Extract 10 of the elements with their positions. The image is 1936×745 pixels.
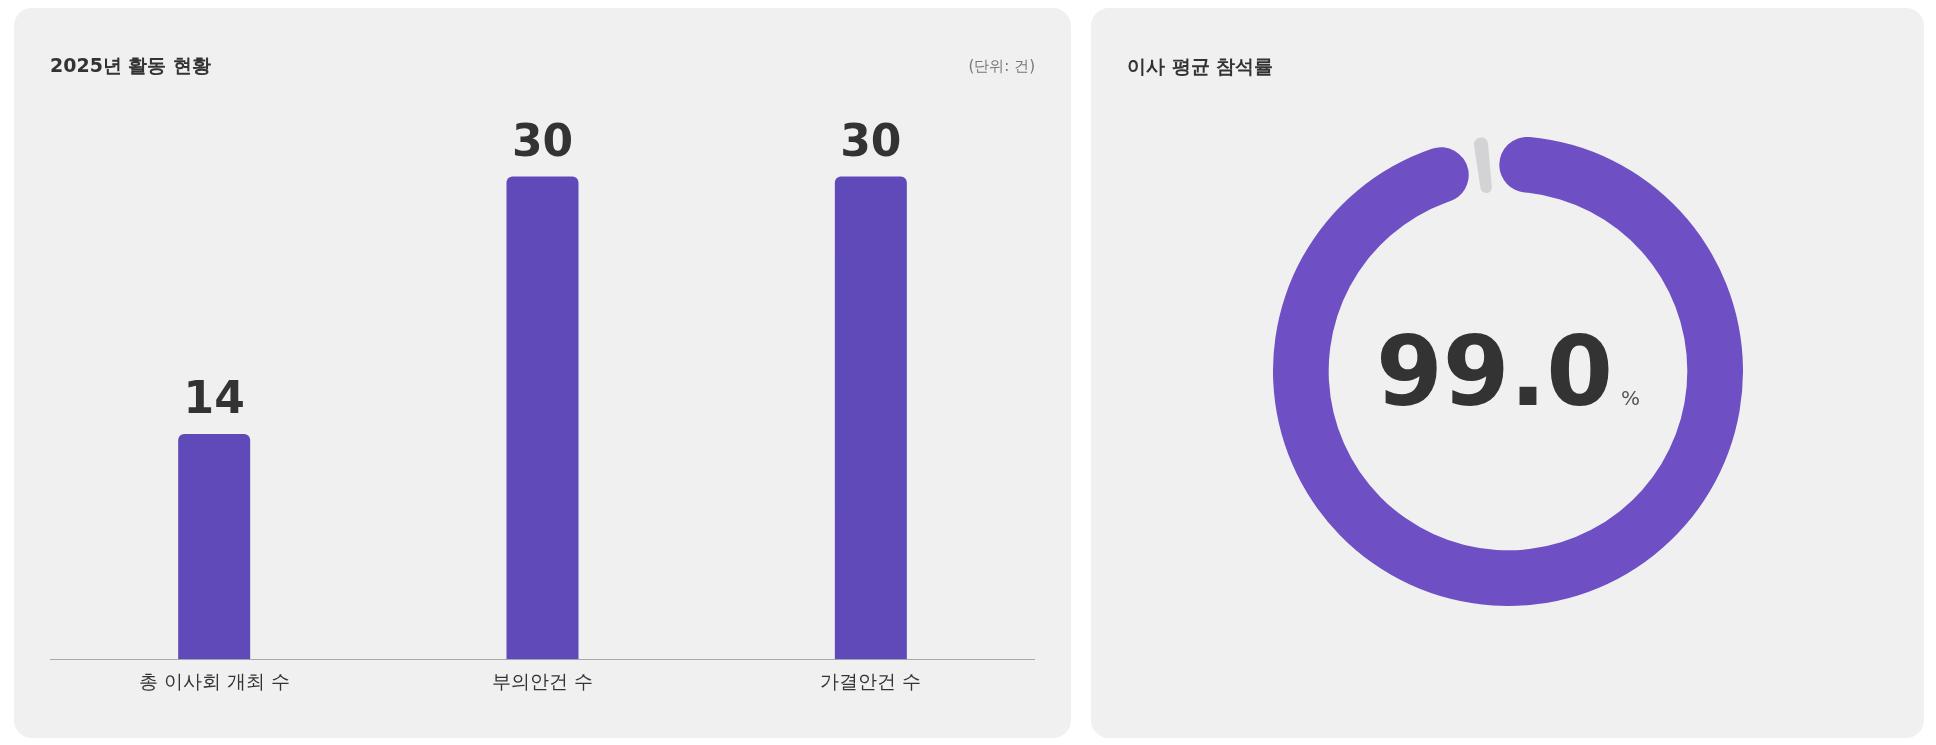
- chart-title: 이사 평균 참석률: [1127, 54, 1275, 79]
- x-tick-label: 총 이사회 개최 수: [138, 669, 290, 692]
- data-label: 30: [840, 114, 902, 166]
- x-tick-label: 부의안건 수: [491, 669, 594, 692]
- data-label: 30: [511, 114, 574, 166]
- text: (단위: 건): [968, 56, 1035, 75]
- data-label: 99.0%: [1375, 316, 1640, 428]
- chart-title: 2025년 활동 현황: [50, 53, 212, 78]
- data-label: 14: [183, 372, 245, 424]
- x-tick-label: 가결안건 수: [820, 669, 922, 692]
